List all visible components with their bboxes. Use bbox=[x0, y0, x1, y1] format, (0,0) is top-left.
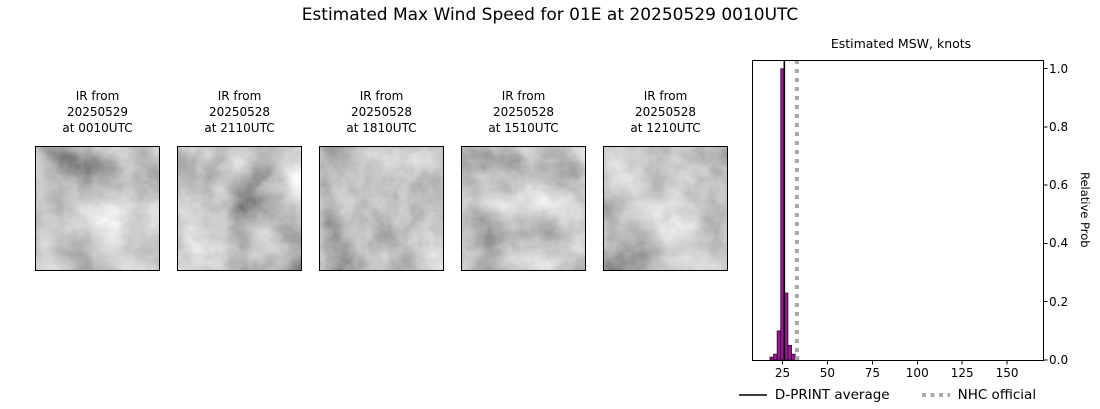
y-axis-label: Relative Prob bbox=[1078, 172, 1092, 248]
x-tick-label: 75 bbox=[864, 366, 880, 380]
ir-satellite-image bbox=[35, 146, 160, 271]
ir-panel-3: IR from 20250528 at 1810UTC bbox=[309, 88, 454, 288]
ir-panel-label: IR from 20250529 at 0010UTC bbox=[25, 88, 170, 136]
ir-label-date: 20250528 bbox=[492, 105, 555, 119]
histogram-bar bbox=[769, 356, 774, 361]
ir-satellite-image bbox=[603, 146, 728, 271]
chart-legend: D-PRINT average NHC official bbox=[715, 387, 1060, 403]
y-tick-label: 0.0 bbox=[1049, 353, 1069, 367]
ir-satellite-image bbox=[461, 146, 586, 271]
ir-label-line1: IR from bbox=[501, 89, 546, 103]
ir-label-date: 20250528 bbox=[634, 105, 697, 119]
y-tick-label: 0.6 bbox=[1049, 178, 1069, 193]
ir-label-line1: IR from bbox=[359, 89, 404, 103]
y-tick-label: 1.0 bbox=[1049, 61, 1069, 76]
ir-label-time: at 2110UTC bbox=[204, 121, 275, 135]
y-tick-label: 0.2 bbox=[1049, 294, 1069, 309]
ir-panel-5: IR from 20250528 at 1210UTC bbox=[593, 88, 738, 288]
legend-item-dprint: D-PRINT average bbox=[738, 387, 890, 403]
ir-panel-label: IR from 20250528 at 1210UTC bbox=[593, 88, 738, 136]
ir-label-date: 20250528 bbox=[208, 105, 271, 119]
plot-frame bbox=[752, 60, 1044, 361]
ir-panel-2: IR from 20250528 at 2110UTC bbox=[167, 88, 312, 288]
chart-title: Estimated MSW, knots bbox=[830, 36, 972, 51]
x-axis-tick-labels: 25 50 75 100 125 150 bbox=[752, 366, 1050, 382]
ir-label-line1: IR from bbox=[643, 89, 688, 103]
ir-satellite-image bbox=[177, 146, 302, 271]
ir-label-date: 20250529 bbox=[66, 105, 129, 119]
histogram-bar bbox=[791, 353, 796, 361]
figure-title: Estimated Max Wind Speed for 01E at 2025… bbox=[301, 5, 799, 25]
histogram-bar bbox=[787, 345, 792, 361]
y-axis-tick-labels: 0.0 0.2 0.4 0.6 0.8 1.0 bbox=[1049, 60, 1079, 367]
x-tick-label: 125 bbox=[950, 366, 974, 380]
x-tick-label: 25 bbox=[774, 366, 791, 380]
histogram-bar bbox=[773, 353, 778, 361]
ir-label-line1: IR from bbox=[75, 89, 120, 103]
ir-label-date: 20250528 bbox=[350, 105, 413, 119]
ir-panel-4: IR from 20250528 at 1510UTC bbox=[451, 88, 596, 288]
ir-label-time: at 0010UTC bbox=[62, 121, 133, 135]
x-tick-label: 150 bbox=[995, 366, 1019, 380]
msw-histogram-plot bbox=[752, 60, 1048, 365]
y-axis-label-wrap: Relative Prob bbox=[1078, 60, 1092, 360]
ir-panel-1: IR from 20250529 at 0010UTC bbox=[25, 88, 170, 288]
histogram-bar bbox=[776, 330, 782, 361]
x-tick-label: 50 bbox=[819, 366, 836, 380]
ir-label-time: at 1510UTC bbox=[488, 121, 559, 135]
ir-panel-label: IR from 20250528 at 2110UTC bbox=[167, 88, 312, 136]
ir-panel-label: IR from 20250528 at 1810UTC bbox=[309, 88, 454, 136]
ir-label-line1: IR from bbox=[217, 89, 262, 103]
dotted-line-icon bbox=[921, 393, 950, 397]
x-tick-label: 100 bbox=[905, 366, 929, 380]
ir-satellite-image bbox=[319, 146, 444, 271]
y-tick-label: 0.8 bbox=[1049, 119, 1069, 134]
ir-label-time: at 1810UTC bbox=[346, 121, 417, 135]
legend-label: D-PRINT average bbox=[774, 387, 890, 403]
solid-line-icon bbox=[738, 394, 767, 396]
y-tick-label: 0.4 bbox=[1049, 236, 1069, 251]
legend-item-nhc: NHC official bbox=[921, 387, 1037, 403]
ir-label-time: at 1210UTC bbox=[630, 121, 701, 135]
legend-label: NHC official bbox=[957, 387, 1037, 403]
ir-panel-label: IR from 20250528 at 1510UTC bbox=[451, 88, 596, 136]
